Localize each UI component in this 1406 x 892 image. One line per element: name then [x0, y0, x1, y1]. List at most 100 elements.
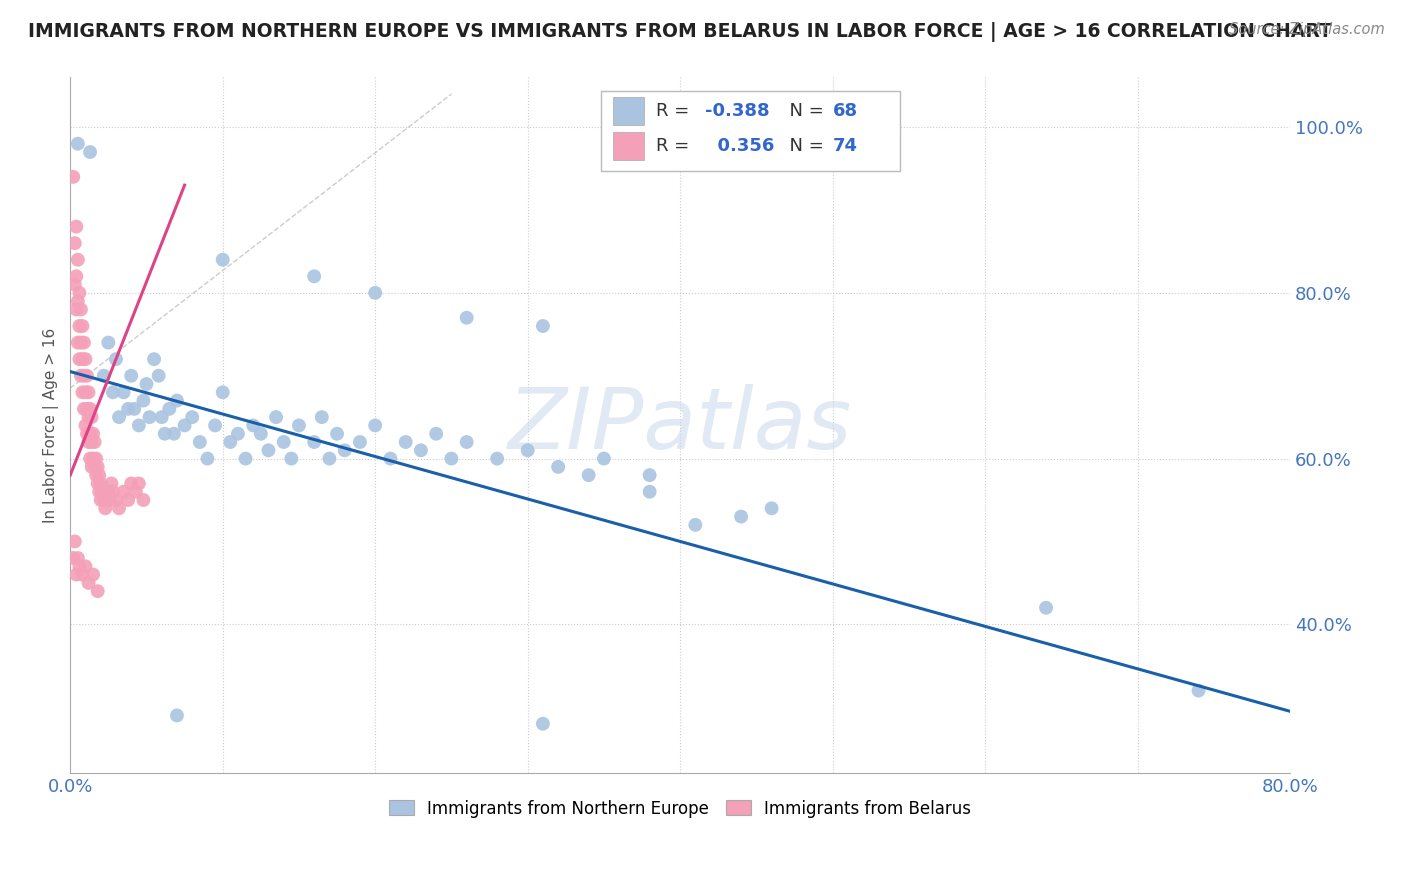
Point	[76, 368, 98, 383]
Point	[150, 410, 173, 425]
Point	[76, 426, 98, 441]
Point	[75, 559, 97, 574]
Point	[456, 435, 478, 450]
Text: Source: ZipAtlas.com: Source: ZipAtlas.com	[1229, 22, 1385, 37]
Point	[108, 410, 131, 425]
Point	[153, 426, 176, 441]
Point	[132, 493, 155, 508]
Point	[80, 459, 103, 474]
Point	[409, 443, 432, 458]
Point	[66, 335, 89, 350]
Point	[166, 393, 188, 408]
Point	[70, 302, 93, 317]
Point	[173, 418, 195, 433]
Point	[101, 385, 124, 400]
Text: 74: 74	[832, 137, 858, 155]
Point	[219, 435, 242, 450]
Point	[70, 335, 93, 350]
Point	[72, 385, 94, 400]
Point	[77, 435, 100, 450]
Point	[211, 385, 233, 400]
Point	[1187, 683, 1209, 698]
Point	[72, 567, 94, 582]
Point	[67, 352, 90, 367]
Point	[163, 426, 186, 441]
Text: R =: R =	[655, 102, 695, 120]
Point	[302, 269, 325, 284]
Point	[188, 435, 211, 450]
Point	[65, 567, 87, 582]
Point	[143, 352, 166, 367]
Point	[96, 493, 118, 508]
Point	[89, 484, 111, 499]
Point	[94, 501, 117, 516]
Point	[311, 410, 333, 425]
Point	[83, 435, 105, 450]
Point	[181, 410, 204, 425]
Point	[395, 435, 418, 450]
Point	[84, 468, 107, 483]
Point	[80, 435, 103, 450]
Point	[112, 385, 135, 400]
Point	[89, 468, 111, 483]
Point	[73, 335, 96, 350]
Point	[65, 269, 87, 284]
Point	[242, 418, 264, 433]
Point	[62, 169, 84, 184]
Text: 0.356: 0.356	[704, 137, 773, 155]
Text: -0.388: -0.388	[704, 102, 769, 120]
Point	[70, 368, 93, 383]
Point	[86, 584, 108, 599]
Point	[98, 493, 121, 508]
Point	[204, 418, 226, 433]
Point	[486, 451, 509, 466]
Point	[440, 451, 463, 466]
Point	[65, 302, 87, 317]
Point	[364, 418, 387, 433]
Y-axis label: In Labor Force | Age > 16: In Labor Force | Age > 16	[44, 328, 59, 523]
Point	[100, 476, 122, 491]
Point	[132, 393, 155, 408]
Text: 68: 68	[832, 102, 858, 120]
Point	[125, 484, 148, 499]
Point	[425, 426, 447, 441]
Point	[117, 493, 139, 508]
Point	[761, 501, 783, 516]
Point	[63, 236, 86, 251]
Point	[166, 708, 188, 723]
Point	[531, 318, 554, 333]
Point	[75, 352, 97, 367]
Point	[67, 285, 90, 300]
Point	[547, 459, 569, 474]
Point	[117, 401, 139, 416]
Point	[82, 567, 104, 582]
Point	[65, 219, 87, 234]
Point	[66, 294, 89, 309]
Point	[77, 575, 100, 590]
Point	[83, 459, 105, 474]
Point	[364, 285, 387, 300]
Point	[79, 426, 101, 441]
Text: N =: N =	[778, 137, 830, 155]
Point	[86, 459, 108, 474]
Point	[75, 385, 97, 400]
Point	[250, 426, 273, 441]
Point	[138, 410, 160, 425]
Point	[73, 368, 96, 383]
Point	[63, 534, 86, 549]
FancyBboxPatch shape	[600, 91, 900, 171]
Point	[108, 501, 131, 516]
Point	[531, 716, 554, 731]
Text: R =: R =	[655, 137, 695, 155]
Point	[66, 252, 89, 267]
Point	[80, 410, 103, 425]
Point	[120, 476, 142, 491]
Point	[122, 401, 145, 416]
Point	[685, 517, 707, 532]
Point	[280, 451, 302, 466]
Point	[93, 493, 115, 508]
Point	[104, 352, 127, 367]
Point	[79, 145, 101, 159]
Point	[578, 468, 600, 483]
Point	[157, 401, 180, 416]
